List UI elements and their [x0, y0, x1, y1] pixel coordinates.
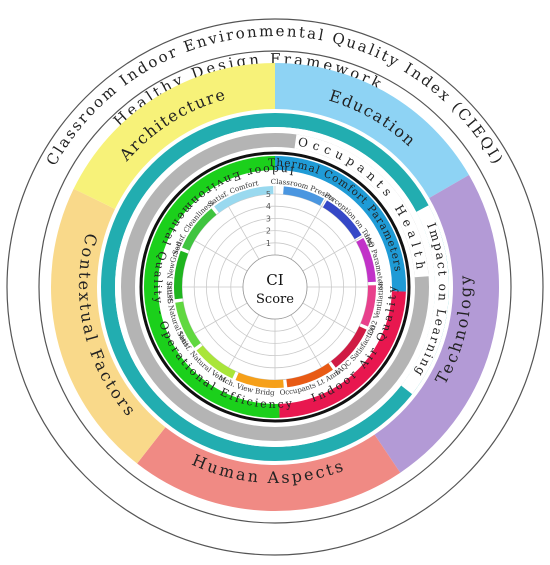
parameter-band: [174, 250, 189, 300]
grid-spoke: [302, 302, 363, 338]
framework-sector-contextual-factors: [50, 188, 166, 464]
parameter-band: [214, 186, 274, 213]
parameter-band: [360, 285, 376, 327]
occupants-label-bg: [294, 134, 429, 278]
domain-ring-segment: [279, 291, 406, 418]
black-ring: [139, 151, 411, 423]
scale-tick-label: 2: [266, 227, 271, 236]
domain-ring-segment: [144, 156, 280, 418]
impact-label-bg: [401, 205, 449, 395]
outer-frame-circle: [6, 18, 544, 556]
grid-spoke: [290, 314, 326, 375]
scale-tick-label: 5: [266, 190, 271, 199]
parameter-band: [175, 301, 201, 348]
grid-spoke: [187, 236, 248, 272]
scale-tick-label: 3: [266, 214, 271, 223]
grid-spoke: [290, 199, 326, 260]
parameter-band: [196, 345, 236, 379]
framework-sector-technology: [374, 175, 499, 473]
grid-spoke: [302, 236, 363, 272]
framework-sector-human-aspects: [137, 427, 401, 511]
parameter-band: [182, 208, 217, 251]
parameter-band: [356, 238, 376, 283]
framework-sector-education: [275, 63, 469, 198]
parameter-band: [283, 186, 324, 206]
grid-spoke: [187, 302, 248, 338]
center-label-score: Score: [256, 292, 294, 307]
parameter-band: [330, 326, 367, 368]
parameter-band: [235, 372, 284, 388]
framework-sector-architecture: [73, 63, 275, 209]
parameter-band: [286, 363, 333, 388]
grid-spoke: [224, 199, 260, 260]
scale-tick-label: 4: [266, 202, 271, 211]
center-circle: [242, 254, 308, 320]
occupants-ring: [121, 133, 429, 441]
center-label-ci: CI: [266, 271, 283, 289]
grid-spoke: [224, 314, 260, 375]
scale-tick-label: 1: [266, 239, 271, 248]
domain-ring-segment: [275, 156, 406, 292]
parameter-band: [322, 200, 362, 240]
framework-frame-circle: [38, 50, 512, 524]
